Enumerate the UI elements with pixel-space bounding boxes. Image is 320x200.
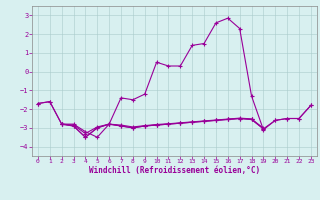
X-axis label: Windchill (Refroidissement éolien,°C): Windchill (Refroidissement éolien,°C) <box>89 166 260 175</box>
